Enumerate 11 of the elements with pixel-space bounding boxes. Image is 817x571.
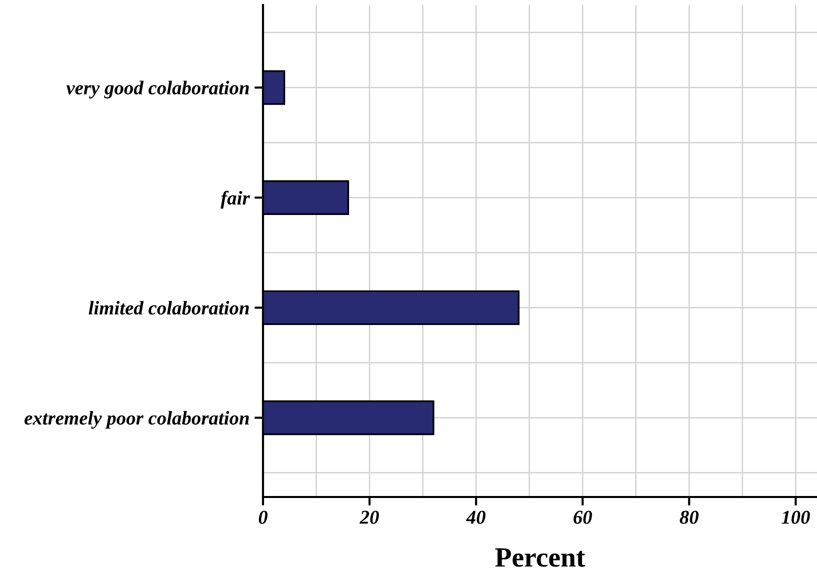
x-axis-title: Percent bbox=[495, 548, 586, 567]
x-tick-label: 0 bbox=[258, 510, 268, 524]
x-tick-label: 40 bbox=[466, 510, 486, 524]
y-tick-label: extremely poor colaboration bbox=[24, 411, 249, 429]
x-tick-label: 80 bbox=[680, 510, 699, 524]
y-tick-label: fair bbox=[220, 190, 250, 209]
y-tick-label: limited colaboration bbox=[88, 300, 249, 315]
x-tick-label: 60 bbox=[574, 510, 592, 524]
y-tick-label: very good colaboration bbox=[66, 80, 249, 98]
x-tick-label: 20 bbox=[360, 510, 379, 524]
x-tick-label: 100 bbox=[782, 510, 810, 524]
